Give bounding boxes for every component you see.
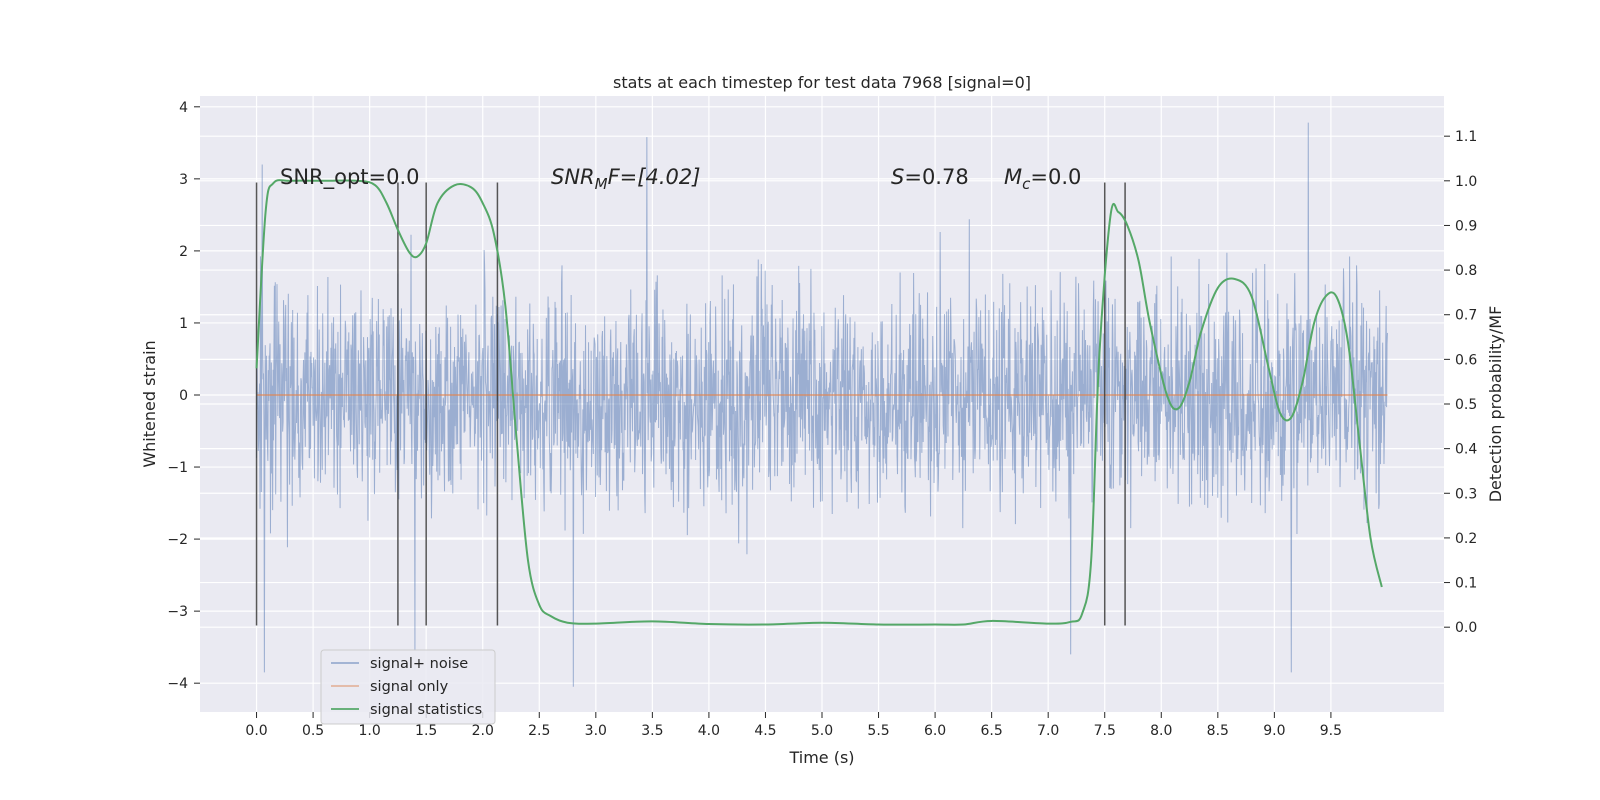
x-tick-label: 8.5: [1207, 723, 1229, 739]
y-tick-label: −2: [167, 532, 188, 548]
snr-mf-sub: M: [595, 175, 608, 193]
x-tick-label: 3.5: [641, 723, 663, 739]
detection-markers: [255, 182, 1126, 626]
signal-statistics-line: [255, 179, 1383, 626]
x-axis-label: Time (s): [788, 748, 854, 767]
mc-annotation: Mc=0.0: [1004, 165, 1081, 193]
x-axis-ticks: 0.0 0.5 1.0 1.5 2.0 2.5 3.0 3.5 4.0 4.5 5.0 5.5 6.0 6…: [245, 712, 1342, 739]
x-tick-label: 0.0: [245, 723, 267, 739]
signal-statistics-series: [255, 179, 1383, 626]
y2-tick-label: 0.1: [1455, 576, 1477, 592]
snr-mf-annotation: SNRMF=[4.02]: [551, 165, 700, 193]
x-tick-label: 8.0: [1150, 723, 1172, 739]
x-tick-label: 0.5: [302, 723, 324, 739]
y2-tick-label: 0.6: [1455, 352, 1477, 368]
y2-axis-ticks: 0.0 0.1 0.2 0.3 0.4 0.5 0.6 0.7 0.8 0.9 1.0 1.1: [1444, 129, 1477, 636]
x-tick-label: 6.0: [924, 723, 946, 739]
y-tick-label: 4: [179, 100, 188, 116]
x-tick-label: 2.5: [528, 723, 550, 739]
y2-tick-label: 0.7: [1455, 308, 1477, 324]
y-tick-label: −1: [167, 460, 188, 476]
x-tick-label: 1.5: [415, 723, 437, 739]
snr-mf-base: SNR: [551, 165, 595, 189]
y2-tick-label: 0.8: [1455, 263, 1477, 279]
legend-label-signal-only: signal only: [370, 679, 449, 695]
signal-noise-line: [256, 122, 1388, 687]
x-tick-label: 2.0: [472, 723, 494, 739]
snr-opt-annotation: SNR_opt=0.0: [280, 165, 420, 190]
y-tick-label: 0: [179, 388, 188, 404]
legend: signal+ noise signal only signal statist…: [320, 649, 496, 725]
s-annotation: S=0.78: [891, 165, 969, 189]
y-tick-label: 3: [179, 172, 188, 188]
x-tick-label: 9.5: [1320, 723, 1342, 739]
mc-base: M: [1004, 165, 1022, 189]
x-tick-label: 7.5: [1094, 723, 1116, 739]
x-tick-label: 3.0: [585, 723, 607, 739]
x-tick-label: 1.0: [359, 723, 381, 739]
y-axis-ticks: −4 −3 −2 −1 0 1 2 3 4: [167, 100, 200, 692]
y-axis-label: Whitened strain: [140, 340, 159, 467]
y2-tick-label: 0.3: [1455, 486, 1477, 502]
s-rest: =0.78: [904, 165, 968, 189]
signal-noise-series: [256, 122, 1388, 687]
y2-tick-label: 1.1: [1455, 129, 1477, 145]
y-tick-label: 2: [179, 244, 188, 260]
y2-axis-label: Detection probability/MF: [1486, 306, 1505, 503]
s-base: S: [891, 165, 904, 189]
y2-tick-label: 1.0: [1455, 174, 1477, 190]
x-tick-label: 6.5: [981, 723, 1003, 739]
x-tick-label: 5.0: [811, 723, 833, 739]
legend-label-signal-noise: signal+ noise: [370, 656, 468, 672]
legend-box: [320, 649, 496, 725]
y-tick-label: 1: [179, 316, 188, 332]
y2-tick-label: 0.9: [1455, 218, 1477, 234]
y2-tick-label: 0.2: [1455, 531, 1477, 547]
y-tick-label: −4: [167, 676, 188, 692]
y2-tick-label: 0.5: [1455, 397, 1477, 413]
legend-label-signal-statistics: signal statistics: [370, 702, 482, 718]
mc-rest: =0.0: [1030, 165, 1081, 189]
y-tick-label: −3: [167, 604, 188, 620]
x-tick-label: 4.0: [698, 723, 720, 739]
y2-tick-label: 0.0: [1455, 620, 1477, 636]
chart-title: stats at each timestep for test data 796…: [613, 73, 1031, 92]
x-tick-label: 5.5: [867, 723, 889, 739]
snr-mf-rest: F=[4.02]: [608, 165, 701, 189]
x-tick-label: 7.0: [1037, 723, 1059, 739]
x-tick-label: 4.5: [754, 723, 776, 739]
mc-sub: c: [1022, 175, 1031, 193]
x-tick-label: 9.0: [1263, 723, 1285, 739]
y2-tick-label: 0.4: [1455, 442, 1477, 458]
